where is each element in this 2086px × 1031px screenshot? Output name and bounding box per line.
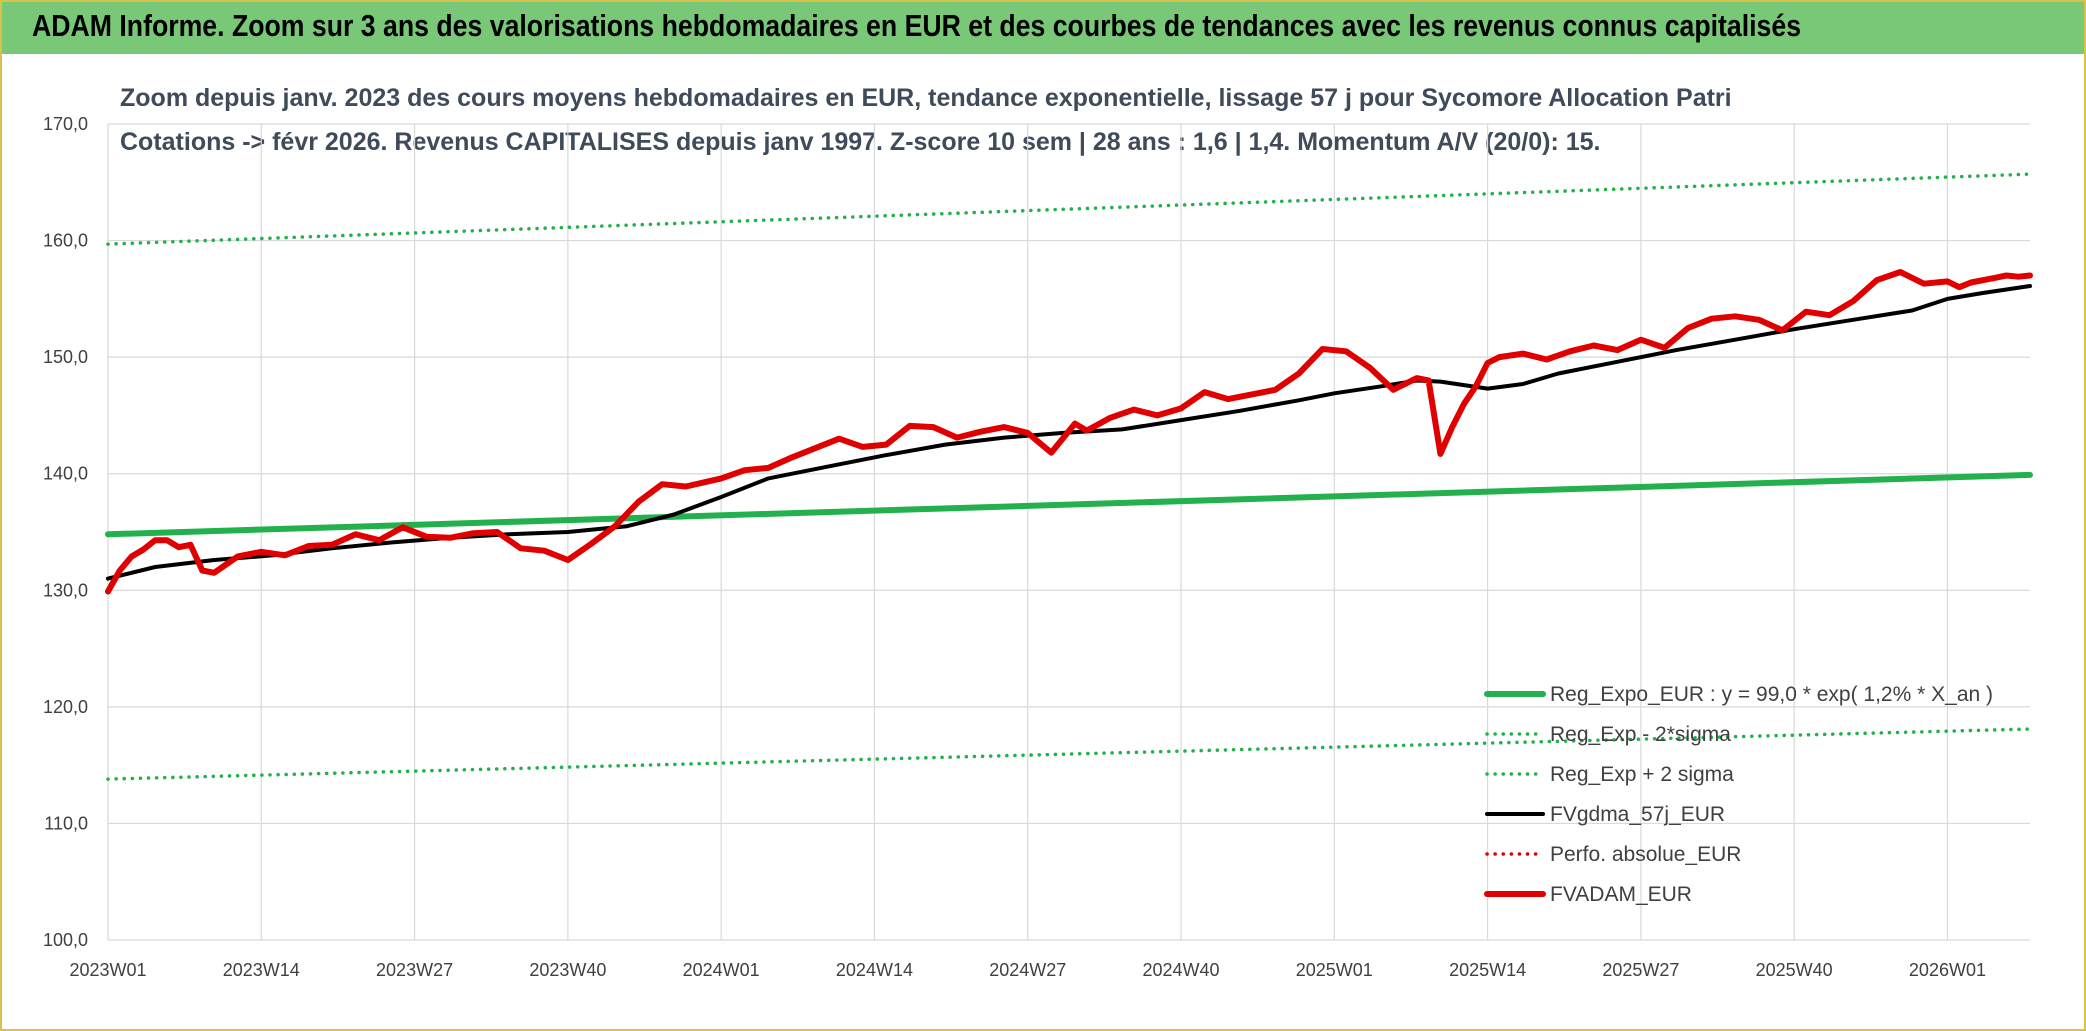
x-tick-label: 2025W27 bbox=[1602, 960, 1679, 980]
x-tick-label: 2023W14 bbox=[223, 960, 300, 980]
chart-grid bbox=[107, 123, 2030, 941]
legend-label: FVADAM_EUR bbox=[1550, 883, 1692, 906]
x-tick-label: 2026W01 bbox=[1909, 960, 1986, 980]
legend-label: Reg_Expo_EUR : y = 99,0 * exp( 1,2% * X_… bbox=[1550, 683, 1993, 706]
series-line-reg-expo-eur-y-99-0-exp-1-2-x- bbox=[105, 471, 2033, 538]
x-tick-label: 2025W14 bbox=[1449, 960, 1526, 980]
x-tick-label: 2024W27 bbox=[989, 960, 1066, 980]
x-tick-label: 2023W40 bbox=[529, 960, 606, 980]
chart-title-line1: Zoom depuis janv. 2023 des cours moyens … bbox=[120, 84, 1732, 112]
x-tick-label: 2025W40 bbox=[1756, 960, 1833, 980]
y-tick-label: 120,0 bbox=[43, 697, 88, 717]
report-header: ADAM Informe. Zoom sur 3 ans des valoris… bbox=[2, 2, 2084, 54]
y-tick-label: 100,0 bbox=[43, 930, 88, 950]
series-line-fvadam-eur bbox=[105, 269, 2033, 595]
series-line-reg-exp-2-sigma bbox=[106, 727, 2032, 781]
y-tick-label: 110,0 bbox=[44, 813, 88, 833]
chart-legend: Reg_Expo_EUR : y = 99,0 * exp( 1,2% * X_… bbox=[1484, 683, 1993, 906]
y-tick-label: 130,0 bbox=[43, 580, 88, 600]
y-tick-label: 170,0 bbox=[43, 114, 88, 134]
chart-title-line2: Cotations -> févr 2026. Revenus CAPITALI… bbox=[120, 128, 1601, 156]
y-tick-label: 160,0 bbox=[43, 231, 88, 251]
legend-label: Reg_Exp - 2*sigma bbox=[1550, 723, 1731, 746]
x-tick-label: 2023W27 bbox=[376, 960, 453, 980]
y-tick-label: 150,0 bbox=[43, 347, 88, 367]
chart-axis-labels: 100,0 110,0 120,0 130,0 140,0 150,0 160,0 170,0… bbox=[43, 114, 1986, 980]
x-tick-label: 2024W14 bbox=[836, 960, 913, 980]
x-tick-label: 2023W01 bbox=[69, 960, 146, 980]
legend-label: FVgdma_57j_EUR bbox=[1550, 803, 1725, 826]
chart-series bbox=[105, 172, 2033, 781]
legend-label: Perfo. absolue_EUR bbox=[1550, 843, 1741, 866]
x-tick-label: 2024W01 bbox=[683, 960, 760, 980]
x-tick-label: 2025W01 bbox=[1296, 960, 1373, 980]
y-tick-label: 140,0 bbox=[43, 464, 88, 484]
report-title: ADAM Informe. Zoom sur 3 ans des valoris… bbox=[32, 8, 1802, 43]
x-tick-label: 2024W40 bbox=[1142, 960, 1219, 980]
legend-label: Reg_Exp + 2 sigma bbox=[1550, 763, 1734, 786]
series-line-reg-exp-2-sigma bbox=[106, 172, 2032, 246]
